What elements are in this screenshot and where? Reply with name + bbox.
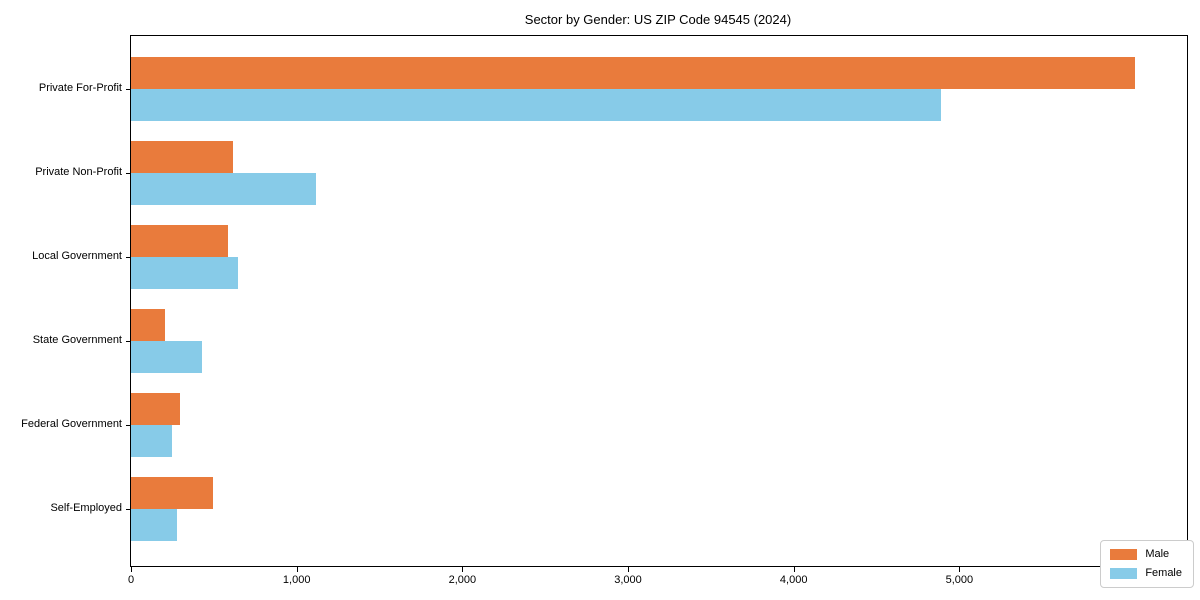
bar-male-3	[131, 309, 165, 341]
chart-title: Sector by Gender: US ZIP Code 94545 (202…	[524, 12, 792, 27]
bar-female-3	[131, 341, 203, 373]
x-tick-label-4: 4,000	[779, 574, 808, 586]
x-tick-2	[462, 567, 464, 572]
x-tick-1	[296, 567, 298, 572]
y-tick-5	[126, 509, 130, 510]
y-category-label-4: Federal Government	[21, 418, 122, 430]
x-tick-label-2: 2,000	[448, 574, 477, 586]
legend-label-female: Female	[1145, 567, 1182, 579]
bar-male-4	[131, 393, 180, 425]
legend-label-male: Male	[1145, 548, 1170, 560]
y-category-label-3: State Government	[32, 334, 122, 346]
female-color-swatch	[1110, 568, 1138, 579]
legend-entry-female: Female	[1110, 567, 1182, 580]
bar-male-2	[131, 225, 228, 257]
y-category-label-2: Local Government	[32, 250, 122, 262]
x-tick-label-3: 3,000	[614, 574, 642, 586]
y-category-label-5: Self-Employed	[50, 502, 122, 514]
bar-female-1	[131, 173, 316, 205]
bar-female-5	[131, 509, 178, 541]
y-tick-3	[126, 341, 130, 342]
x-tick-label-1: 1,000	[282, 574, 311, 586]
bar-female-0	[131, 89, 942, 121]
bar-female-2	[131, 257, 238, 289]
x-tick-5	[959, 567, 961, 572]
legend-entry-male: Male	[1110, 548, 1182, 561]
bar-male-1	[131, 141, 233, 173]
x-tick-0	[131, 567, 132, 572]
x-tick-label-0: 0	[127, 574, 135, 586]
x-tick-label-5: 5,000	[945, 574, 974, 586]
male-color-swatch	[1110, 549, 1138, 560]
bar-female-4	[131, 425, 173, 457]
x-tick-4	[793, 567, 795, 572]
legend: Male Female	[1100, 540, 1194, 588]
y-axis-category-labels: Private For-Profit Private Non-Profit Loca…	[0, 35, 122, 565]
x-tick-3	[628, 567, 630, 572]
y-tick-0	[126, 89, 130, 90]
y-tick-2	[126, 257, 130, 258]
y-tick-1	[126, 173, 130, 174]
y-category-label-1: Private Non-Profit	[35, 166, 122, 178]
bar-male-0	[131, 57, 1135, 89]
bar-male-5	[131, 477, 213, 509]
y-tick-4	[126, 425, 130, 426]
y-category-label-0: Private For-Profit	[38, 82, 122, 94]
